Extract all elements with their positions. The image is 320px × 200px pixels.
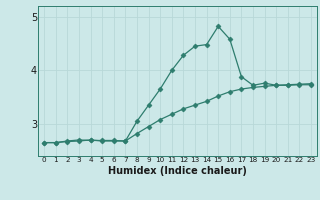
X-axis label: Humidex (Indice chaleur): Humidex (Indice chaleur) [108, 166, 247, 176]
